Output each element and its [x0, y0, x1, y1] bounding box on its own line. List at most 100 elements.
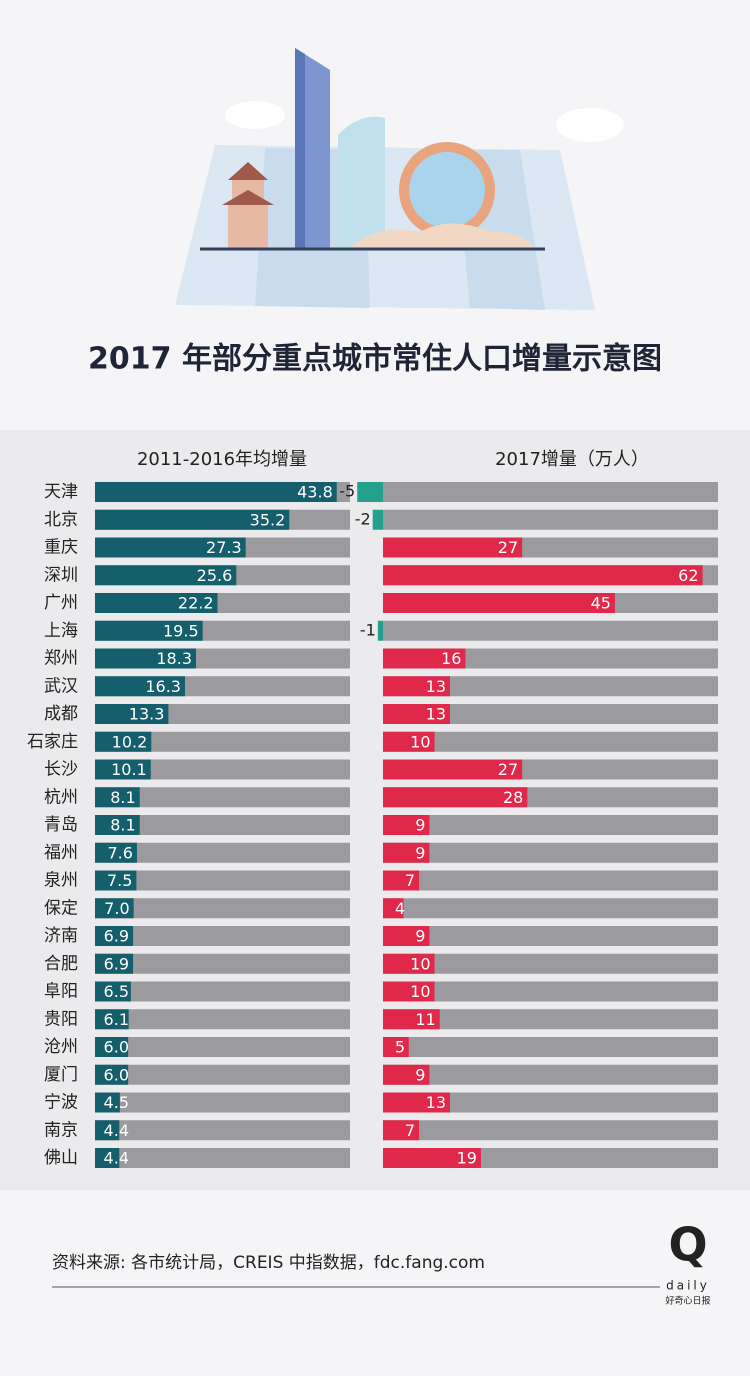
bar-track — [383, 815, 718, 835]
category-label: 宁波 — [44, 1093, 78, 1113]
category-label: 上海 — [44, 621, 78, 641]
value-label: 11 — [415, 1010, 435, 1029]
bar-track — [95, 1120, 350, 1141]
logo-word: daily — [666, 1279, 710, 1293]
bar-track — [383, 482, 718, 502]
bar-track — [95, 815, 350, 835]
bar — [95, 870, 137, 891]
bar — [377, 620, 383, 641]
legend-right: 2017增量（万人） — [495, 449, 649, 470]
source-note: 资料来源: 各市统计局，CREIS 中指数据，fdc.fang.com — [52, 1253, 485, 1273]
bar — [95, 676, 185, 697]
bar — [383, 898, 404, 919]
bar-track — [383, 509, 718, 530]
category-label: 长沙 — [44, 760, 78, 780]
value-label: 7.5 — [107, 871, 132, 890]
bar — [95, 842, 137, 863]
bar — [383, 565, 703, 586]
bar — [383, 842, 430, 863]
bar-track — [383, 704, 718, 724]
value-label: 28 — [503, 788, 523, 807]
bar-track — [95, 842, 350, 863]
chart-title: 2017 年部分重点城市常住人口增量示意图 — [88, 342, 662, 377]
bar — [383, 1120, 420, 1141]
bar — [383, 759, 523, 780]
bar — [372, 509, 383, 530]
category-label: 杭州 — [44, 787, 78, 807]
bar — [383, 648, 466, 669]
bar — [383, 815, 430, 835]
value-label: 45 — [591, 594, 611, 613]
value-label: 10 — [410, 982, 430, 1001]
value-label: 7.0 — [104, 899, 129, 918]
bar-track — [383, 676, 718, 697]
bar — [383, 704, 450, 724]
category-label: 天津 — [44, 482, 78, 502]
bar-track — [383, 1120, 718, 1141]
bar — [95, 815, 140, 835]
bar-track — [383, 648, 718, 669]
bar — [95, 537, 246, 558]
bar — [95, 731, 152, 752]
bar-track — [383, 870, 718, 891]
bar — [383, 537, 523, 558]
bar — [95, 1009, 129, 1030]
bar — [95, 704, 169, 724]
bar — [95, 620, 203, 641]
value-label: 27.3 — [206, 538, 242, 557]
bar — [383, 1037, 409, 1057]
value-label: 10.2 — [112, 732, 148, 751]
value-label: 19 — [457, 1149, 477, 1168]
value-label: 13.3 — [129, 705, 165, 724]
value-label: 8.1 — [110, 788, 135, 807]
bar — [95, 1092, 120, 1113]
bar — [95, 1148, 120, 1168]
category-label: 青岛 — [44, 815, 78, 835]
bar — [95, 648, 197, 669]
category-label: 重庆 — [44, 538, 78, 558]
bar-track — [95, 1148, 350, 1168]
value-label: 62 — [678, 566, 698, 585]
value-label: 18.3 — [156, 649, 192, 668]
bar-track — [383, 1092, 718, 1113]
bar-track — [95, 787, 350, 808]
value-label: 4.4 — [104, 1121, 129, 1140]
value-label: 9 — [415, 816, 425, 835]
value-label: 6.0 — [104, 1065, 129, 1084]
value-label: 6.9 — [104, 927, 129, 946]
category-label: 深圳 — [44, 565, 78, 585]
bar — [95, 509, 290, 530]
bar — [95, 565, 237, 586]
bar — [95, 759, 151, 780]
value-label: 4.5 — [104, 1093, 129, 1112]
category-label: 广州 — [44, 593, 78, 613]
value-label: 25.6 — [197, 566, 233, 585]
bar-track — [95, 870, 350, 891]
value-label: 43.8 — [297, 483, 333, 502]
value-label: 10 — [410, 954, 430, 973]
value-label: 19.5 — [163, 621, 199, 640]
category-label: 合肥 — [44, 954, 78, 974]
category-label: 济南 — [44, 926, 78, 946]
value-label: 6.1 — [104, 1010, 129, 1029]
bar-track — [95, 731, 350, 752]
category-label: 阜阳 — [44, 982, 78, 1002]
bar — [383, 1148, 481, 1168]
value-label: 9 — [415, 1065, 425, 1084]
bar — [383, 1064, 430, 1085]
bar — [357, 482, 383, 502]
bar-track — [383, 1064, 718, 1085]
bar — [95, 482, 337, 502]
value-label: 13 — [426, 1093, 446, 1112]
bar-track — [383, 731, 718, 752]
bar-track — [383, 842, 718, 863]
bar — [383, 870, 420, 891]
bar-track — [95, 926, 350, 946]
category-label: 石家庄 — [27, 732, 78, 752]
bar-track — [95, 1037, 350, 1057]
bar — [95, 1120, 120, 1141]
bar-track — [383, 1009, 718, 1030]
bar — [383, 1092, 450, 1113]
value-label: 9 — [415, 843, 425, 862]
